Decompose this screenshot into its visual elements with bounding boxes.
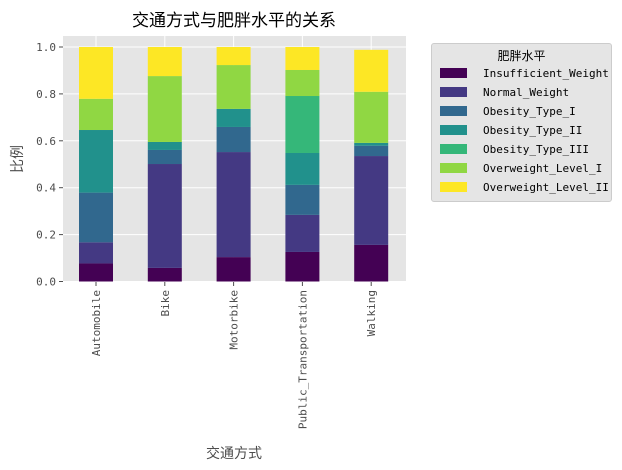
legend-item: Insufficient_Weight xyxy=(440,66,609,80)
x-axis-label: 交通方式 xyxy=(206,445,262,462)
bar-segment xyxy=(79,130,113,193)
legend-swatch xyxy=(440,125,467,135)
legend-item: Obesity_Type_III xyxy=(440,142,589,156)
bar-segment xyxy=(354,156,389,245)
legend-item: Overweight_Level_II xyxy=(440,180,609,194)
chart-title: 交通方式与肥胖水平的关系 xyxy=(132,11,336,31)
legend-title: 肥胖水平 xyxy=(497,49,546,63)
bars xyxy=(79,47,389,282)
bar-segment xyxy=(354,145,389,157)
legend-swatch xyxy=(440,144,467,154)
bar-segment xyxy=(216,126,251,153)
y-tick-label: 0.2 xyxy=(36,229,56,242)
y-tick-label: 1.0 xyxy=(36,41,56,54)
y-tick-label: 0.4 xyxy=(36,182,56,195)
bar-segment xyxy=(79,47,113,99)
legend-swatch xyxy=(440,106,467,116)
bar-segment xyxy=(147,47,182,77)
legend-swatch xyxy=(440,182,467,192)
bar-segment xyxy=(354,244,389,282)
bar-segment xyxy=(285,251,320,282)
bar-segment xyxy=(216,47,251,66)
bar-segment xyxy=(354,91,389,143)
bar-segment xyxy=(354,49,389,92)
legend-label: Obesity_Type_III xyxy=(483,142,589,156)
legend: 肥胖水平 Insufficient_Weight Normal_Weight Obe… xyxy=(431,43,612,202)
legend-label: Overweight_Level_I xyxy=(483,161,603,175)
legend-swatch xyxy=(440,163,467,173)
bar-segment xyxy=(79,192,113,243)
bar-segment xyxy=(147,141,182,150)
legend-item: Obesity_Type_II xyxy=(440,123,582,137)
bar-segment xyxy=(147,267,182,282)
bar-segment xyxy=(79,98,113,131)
bar-segment xyxy=(147,164,182,268)
x-tick-label: Walking xyxy=(365,290,378,336)
bar-segment xyxy=(285,152,320,185)
x-tick-label: Motorbike xyxy=(228,290,241,350)
bar-segment xyxy=(285,214,320,252)
bar-segment xyxy=(354,142,389,146)
bar-segment xyxy=(216,65,251,109)
bar-segment xyxy=(285,96,320,153)
bar-segment xyxy=(285,184,320,215)
legend-item: Obesity_Type_I xyxy=(440,104,576,118)
legend-label: Overweight_Level_II xyxy=(483,180,609,194)
bar-segment xyxy=(216,257,251,282)
legend-swatch xyxy=(440,87,467,97)
bar-segment xyxy=(79,242,113,264)
legend-label: Obesity_Type_II xyxy=(483,123,583,137)
legend-item: Normal_Weight xyxy=(440,85,569,99)
legend-swatch xyxy=(440,68,467,78)
x-tick-label: Bike xyxy=(159,290,172,317)
y-tick-label: 0.6 xyxy=(36,135,56,148)
bar-segment xyxy=(285,69,320,97)
legend-item: Overweight_Level_I xyxy=(440,161,602,175)
legend-label: Insufficient_Weight xyxy=(483,66,609,80)
bar-segment xyxy=(147,149,182,165)
legend-label: Obesity_Type_I xyxy=(483,104,576,118)
y-axis-label: 比例 xyxy=(10,145,26,173)
bar-segment xyxy=(216,108,251,127)
bar-segment xyxy=(79,263,113,282)
x-tick-label: Automobile xyxy=(90,290,103,356)
x-tick-label: Public_Transportation xyxy=(296,290,309,429)
x-axis-ticks: Automobile Bike Motorbike Public_Transporta… xyxy=(90,282,378,429)
y-tick-label: 0.0 xyxy=(36,276,56,289)
bar-segment xyxy=(216,152,251,258)
bar-segment xyxy=(285,47,320,70)
bar-segment xyxy=(147,76,182,142)
legend-label: Normal_Weight xyxy=(483,85,570,99)
y-axis-ticks: 0.0 0.2 0.4 0.6 0.8 1.0 xyxy=(36,41,63,289)
y-tick-label: 0.8 xyxy=(36,88,56,101)
